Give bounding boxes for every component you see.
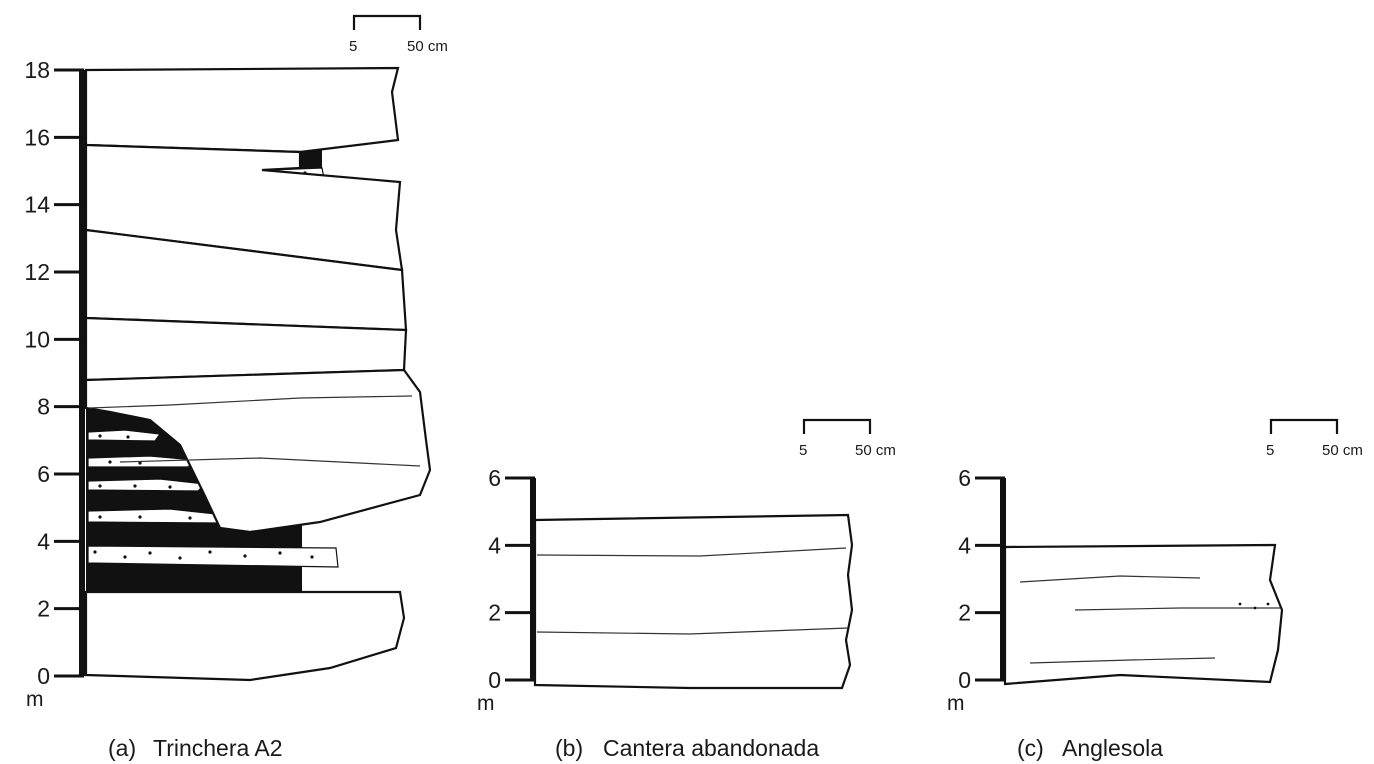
scale-bar-a-left: 5 [349, 38, 357, 55]
column-b-bed-outline [533, 513, 854, 690]
axis-tick-label: 0 [958, 667, 971, 693]
bedding-surface [1029, 657, 1216, 664]
bedding-surface [119, 457, 421, 467]
column-b-depth-axis: 0 2 4 6 m [477, 465, 536, 715]
bedding-surface [536, 547, 847, 557]
axis-tick-label: 16 [24, 124, 50, 150]
caption-b: (b) Cantera abandonada [555, 735, 819, 761]
caption-a: (a) Trinchera A2 [108, 735, 283, 761]
scale-bar-a: 5 50 cm [349, 14, 448, 55]
axis-tick-label: 4 [37, 528, 50, 554]
column-c-depth-axis: 0 2 4 6 m [947, 465, 1006, 715]
axis-unit-label: m [26, 688, 44, 711]
column-a-conglomerate-beds [84, 66, 432, 682]
axis-line [1000, 478, 1006, 680]
column-c-conglomerate-beds [1003, 543, 1284, 686]
caption-b-letter: (b) [555, 735, 583, 761]
caption-a-name: Trinchera A2 [153, 735, 283, 761]
column-c-bed-outline [1003, 543, 1284, 686]
column-a: 0 2 4 6 8 10 12 14 16 18 m [24, 57, 432, 711]
axis-tick-label: 14 [24, 192, 50, 218]
scale-bar-a-right: 50 cm [407, 38, 448, 55]
column-b: 0 2 4 6 m [477, 465, 854, 715]
column-a-depth-axis: 0 2 4 6 8 10 12 14 16 18 m [24, 57, 85, 711]
column-a-bed-outline [84, 368, 432, 534]
axis-tick-label: 6 [488, 465, 501, 491]
axis-tick-label: 2 [958, 600, 971, 626]
caption-b-name: Cantera abandonada [603, 735, 819, 761]
caption-c-name: Anglesola [1062, 735, 1163, 761]
axis-line [530, 478, 536, 680]
axis-tick-label: 10 [24, 326, 50, 352]
axis-tick-label: 8 [37, 394, 50, 420]
caption-c: (c) Anglesola [1017, 735, 1163, 761]
axis-unit-label: m [477, 692, 495, 715]
axis-tick-label: 6 [37, 461, 50, 487]
axis-tick-label: 6 [958, 465, 971, 491]
axis-tick-label: 0 [488, 667, 501, 693]
axis-tick-label: 0 [37, 663, 50, 689]
axis-tick-label: 2 [37, 596, 50, 622]
column-b-conglomerate-beds [533, 513, 854, 690]
sandstone-lens [87, 429, 162, 442]
axis-unit-label: m [947, 692, 965, 715]
bedding-surface [1074, 607, 1280, 611]
bedding-surface [536, 627, 849, 635]
bedding-surface [89, 395, 413, 409]
scale-bar-b: 5 50 cm [799, 418, 896, 459]
scale-bar-c-right: 50 cm [1322, 442, 1363, 459]
column-c: 0 2 4 6 m [947, 465, 1284, 715]
sandstone-lens [87, 545, 339, 568]
caption-a-letter: (a) [108, 735, 136, 761]
bedding-surface [1019, 575, 1201, 583]
axis-tick-label: 12 [24, 259, 50, 285]
column-a-bed-outline [84, 590, 406, 682]
axis-tick-label: 18 [24, 57, 50, 83]
column-a-bed-outline [84, 66, 400, 154]
scale-bar-c-left: 5 [1266, 442, 1274, 459]
scale-bar-c: 5 50 cm [1266, 418, 1363, 459]
axis-tick-label: 4 [488, 532, 501, 558]
scale-bar-b-left: 5 [799, 442, 807, 459]
caption-c-letter: (c) [1017, 735, 1044, 761]
axis-tick-label: 2 [488, 600, 501, 626]
axis-line [79, 70, 85, 676]
axis-tick-label: 4 [958, 532, 971, 558]
scale-bar-b-right: 50 cm [855, 442, 896, 459]
